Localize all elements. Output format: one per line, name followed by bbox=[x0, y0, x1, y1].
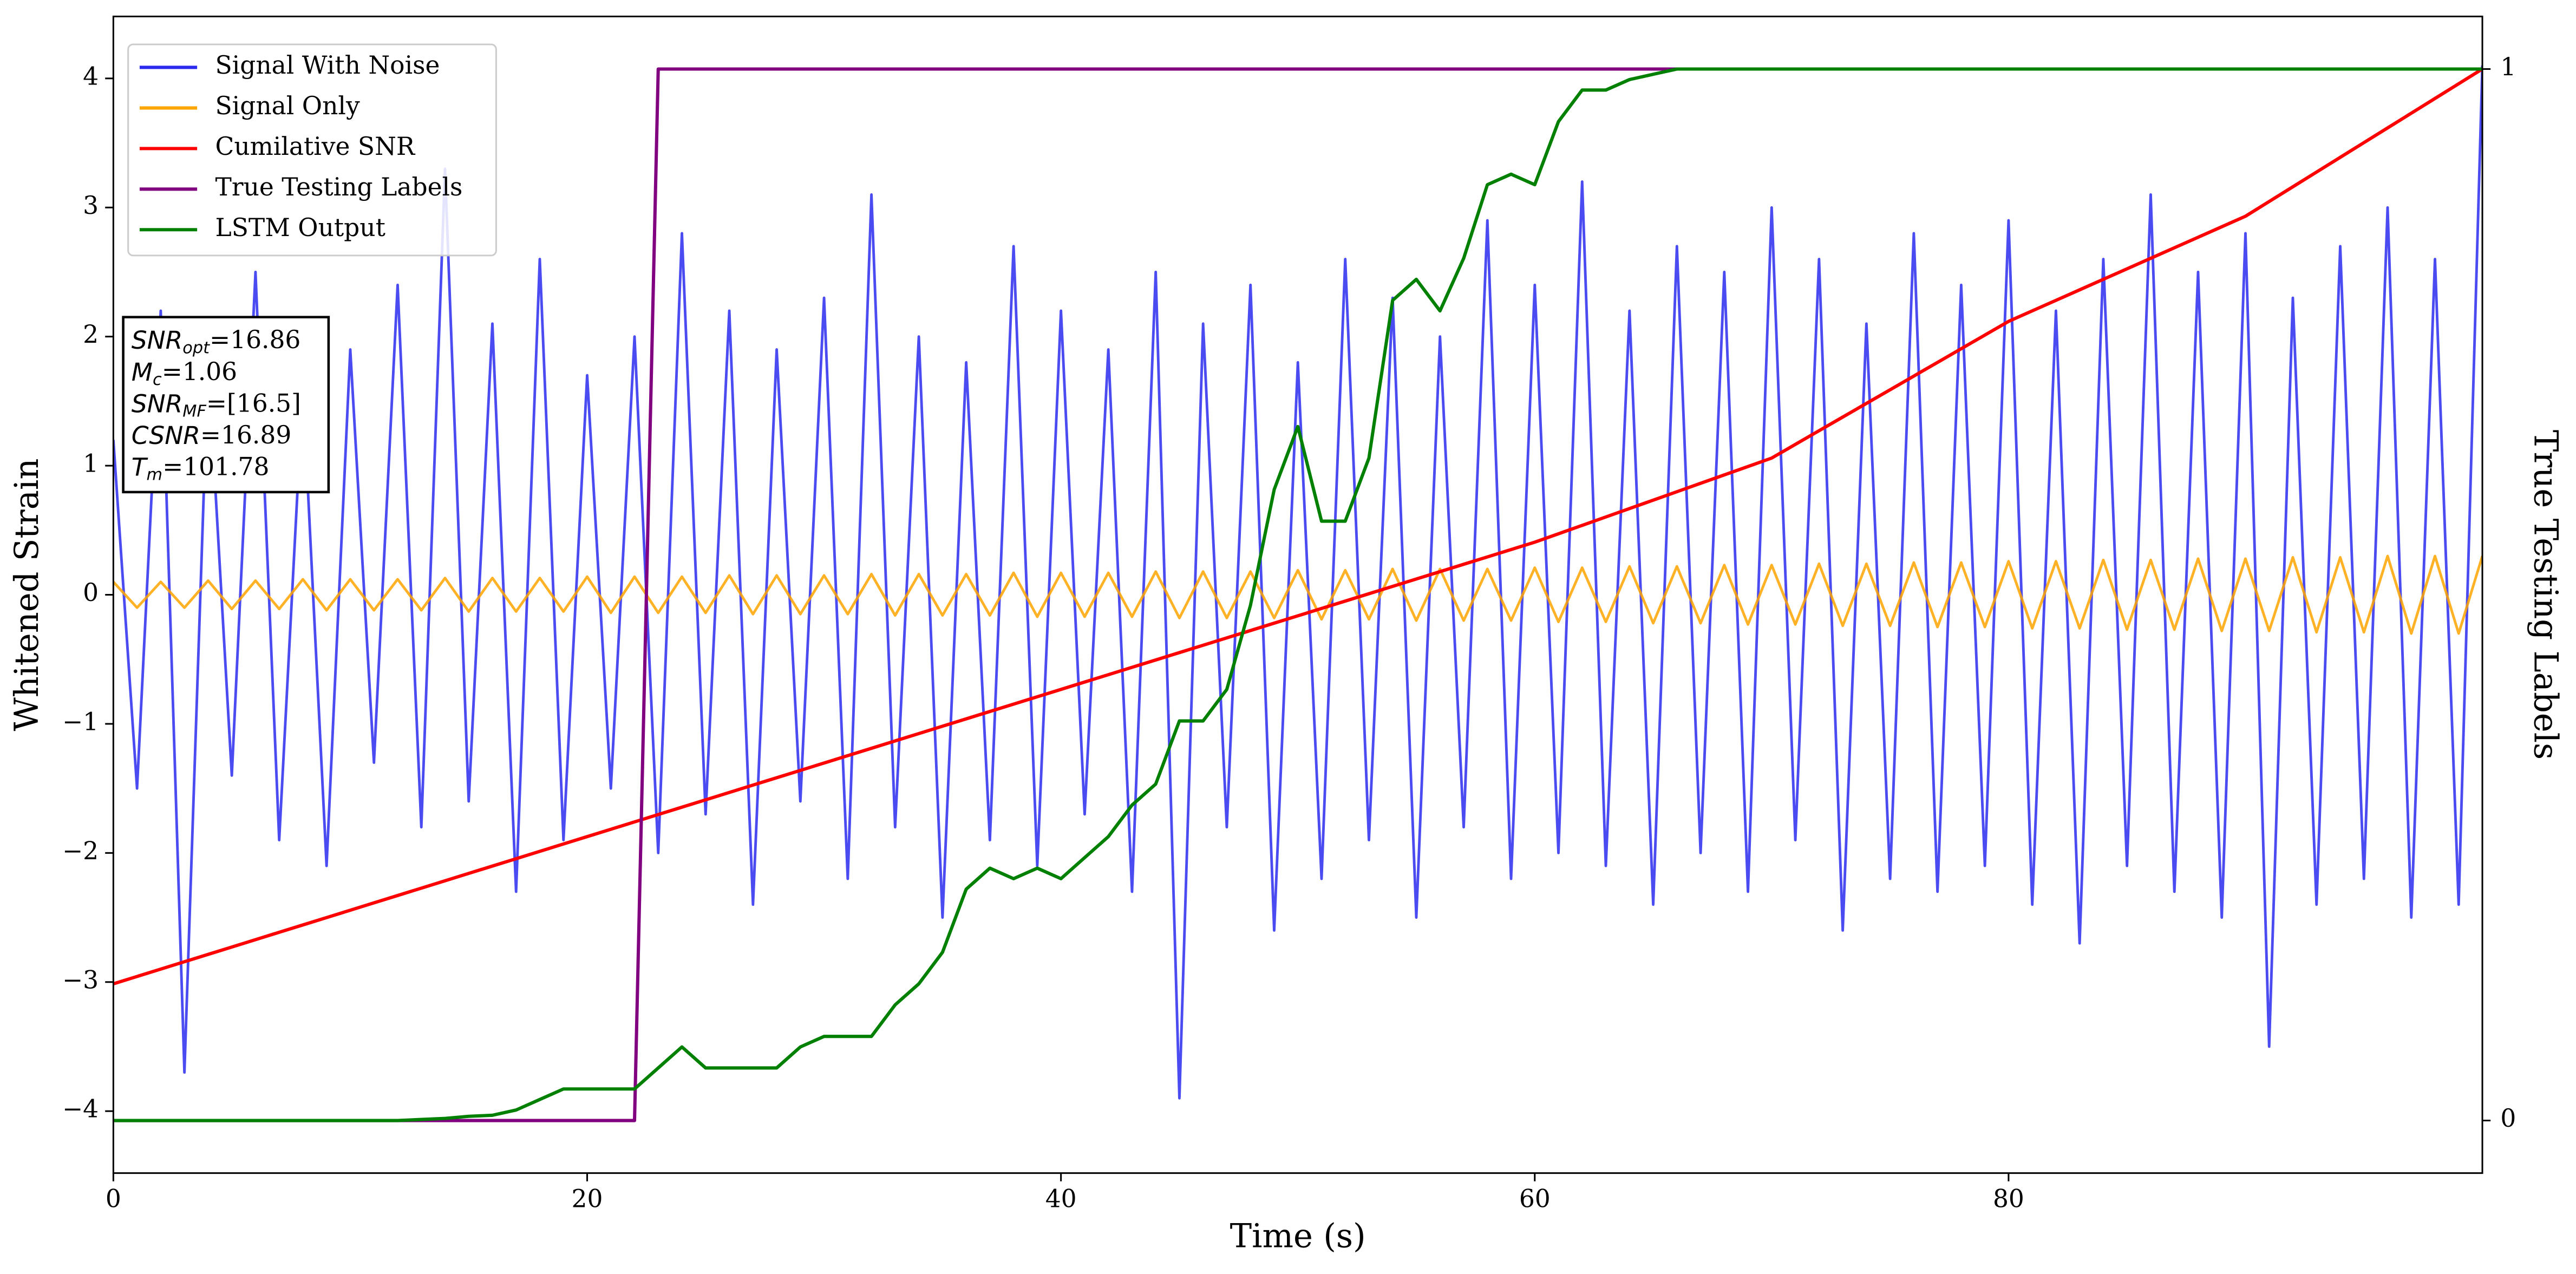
y-tick-label: 4 bbox=[83, 62, 99, 90]
x-axis-label: Time (s) bbox=[1230, 1218, 1366, 1256]
y-tick-label: 3 bbox=[83, 191, 99, 220]
annotation-symbol: SNR bbox=[132, 326, 183, 355]
annotation-symbol: T bbox=[132, 453, 148, 481]
y2-tick-label: 1 bbox=[2500, 53, 2516, 81]
annotation-symbol: SNR bbox=[132, 389, 183, 418]
x-tick-label: 40 bbox=[1045, 1185, 1077, 1213]
legend-label: Signal With Noise bbox=[215, 51, 440, 80]
annotation-value: =[16.5] bbox=[206, 389, 301, 417]
y2-axis-label: True Testing Labels bbox=[2527, 430, 2565, 760]
legend-label: LSTM Output bbox=[215, 213, 385, 242]
series-line bbox=[113, 554, 2483, 635]
y2-tick-label: 0 bbox=[2500, 1104, 2516, 1133]
y-tick-label: 1 bbox=[83, 449, 99, 478]
annotation-line: SNRMF=[16.5] bbox=[132, 389, 301, 421]
legend-box bbox=[127, 43, 497, 257]
y-axis-label: Whitened Strain bbox=[8, 459, 46, 731]
legend-label: Signal Only bbox=[215, 92, 360, 120]
legend-label: Cumilative SNR bbox=[215, 132, 416, 161]
annotation-value: =1.06 bbox=[162, 357, 237, 386]
annotation-value: =101.78 bbox=[162, 452, 269, 481]
series-line bbox=[113, 67, 2483, 1122]
series-line bbox=[113, 67, 2483, 985]
annotation-symbol: CSNR bbox=[132, 421, 200, 449]
x-tick-label: 20 bbox=[572, 1185, 603, 1213]
y-tick-label: −4 bbox=[62, 1095, 99, 1123]
annotation-subscript: c bbox=[153, 370, 162, 389]
x-tick-label: 80 bbox=[1993, 1185, 2024, 1213]
annotation-value: =16.89 bbox=[200, 420, 291, 449]
annotation-subscript: m bbox=[147, 465, 163, 484]
annotation-value: =16.86 bbox=[210, 325, 300, 354]
annotation-subscript: opt bbox=[182, 338, 210, 357]
annotation-subscript: MF bbox=[182, 402, 206, 421]
annotation-line: Tm=101.78 bbox=[132, 452, 270, 484]
annotation-symbol: M bbox=[132, 357, 153, 386]
annotation-box bbox=[122, 316, 330, 494]
y-tick-label: 2 bbox=[83, 320, 99, 349]
y-tick-label: 0 bbox=[83, 578, 99, 607]
series-line bbox=[113, 65, 2483, 1100]
y-tick-label: −3 bbox=[62, 965, 99, 994]
x-tick-label: 60 bbox=[1519, 1185, 1551, 1213]
x-tick-label: 0 bbox=[106, 1185, 121, 1213]
y-tick-label: −1 bbox=[62, 707, 99, 736]
y-tick-label: −2 bbox=[62, 837, 99, 865]
annotation-line: SNRopt=16.86 bbox=[132, 325, 301, 357]
annotation-line: Mc=1.06 bbox=[132, 357, 237, 389]
legend-label: True Testing Labels bbox=[215, 173, 463, 201]
annotation-line: CSNR=16.89 bbox=[132, 420, 292, 449]
